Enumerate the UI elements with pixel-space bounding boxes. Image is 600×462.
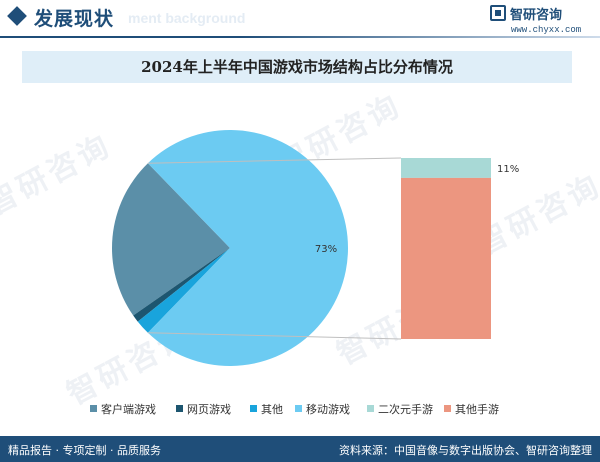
brand-url: www.chyxx.com xyxy=(511,25,582,35)
header-divider xyxy=(0,36,600,38)
bar-data-label: 11% xyxy=(497,164,519,175)
page-footer: 精品报告 · 专项定制 · 品质服务 资料来源：中国音像与数字出版协会、智研咨询… xyxy=(0,436,600,462)
legend-label: 其他手游 xyxy=(455,403,499,416)
connector-line-bottom xyxy=(147,332,402,340)
bar-segment-2 xyxy=(401,177,491,339)
legend-swatch xyxy=(176,405,183,412)
pie-slice-4 xyxy=(147,129,348,366)
legend-label: 移动游戏 xyxy=(306,403,350,416)
chart-title-bar: 2024年上半年中国游戏市场结构占比分布情况 xyxy=(22,51,572,83)
page-header: ment background 发展现状 智研咨询 www.chyxx.com xyxy=(0,0,600,38)
connector-line-top xyxy=(147,157,402,164)
bar-segment-1 xyxy=(401,158,491,178)
section-title: 发展现状 xyxy=(34,8,115,30)
legend-label: 网页游戏 xyxy=(187,403,231,416)
legend-label: 其他 xyxy=(261,403,283,416)
legend-swatch xyxy=(295,405,302,412)
chart-title: 2024年上半年中国游戏市场结构占比分布情况 xyxy=(141,58,453,76)
legend-swatch xyxy=(367,405,374,412)
pie-slice-3 xyxy=(137,248,230,333)
brand-name: 智研咨询 xyxy=(510,8,563,23)
brand-logo-icon xyxy=(490,5,506,21)
footer-source: 资料来源：中国音像与数字出版协会、智研咨询整理 xyxy=(339,444,592,457)
legend-label: 二次元手游 xyxy=(378,403,433,416)
footer-tagline: 精品报告 · 专项定制 · 品质服务 xyxy=(8,444,161,457)
legend-swatch xyxy=(444,405,451,412)
pie-data-label: 73% xyxy=(315,244,337,255)
legend-label: 客户端游戏 xyxy=(101,403,156,416)
pie-slice-1 xyxy=(111,163,230,316)
section-subtitle: ment background xyxy=(128,10,246,26)
pie-slice-2 xyxy=(133,248,230,322)
legend-swatch xyxy=(250,405,257,412)
legend-swatch xyxy=(90,405,97,412)
